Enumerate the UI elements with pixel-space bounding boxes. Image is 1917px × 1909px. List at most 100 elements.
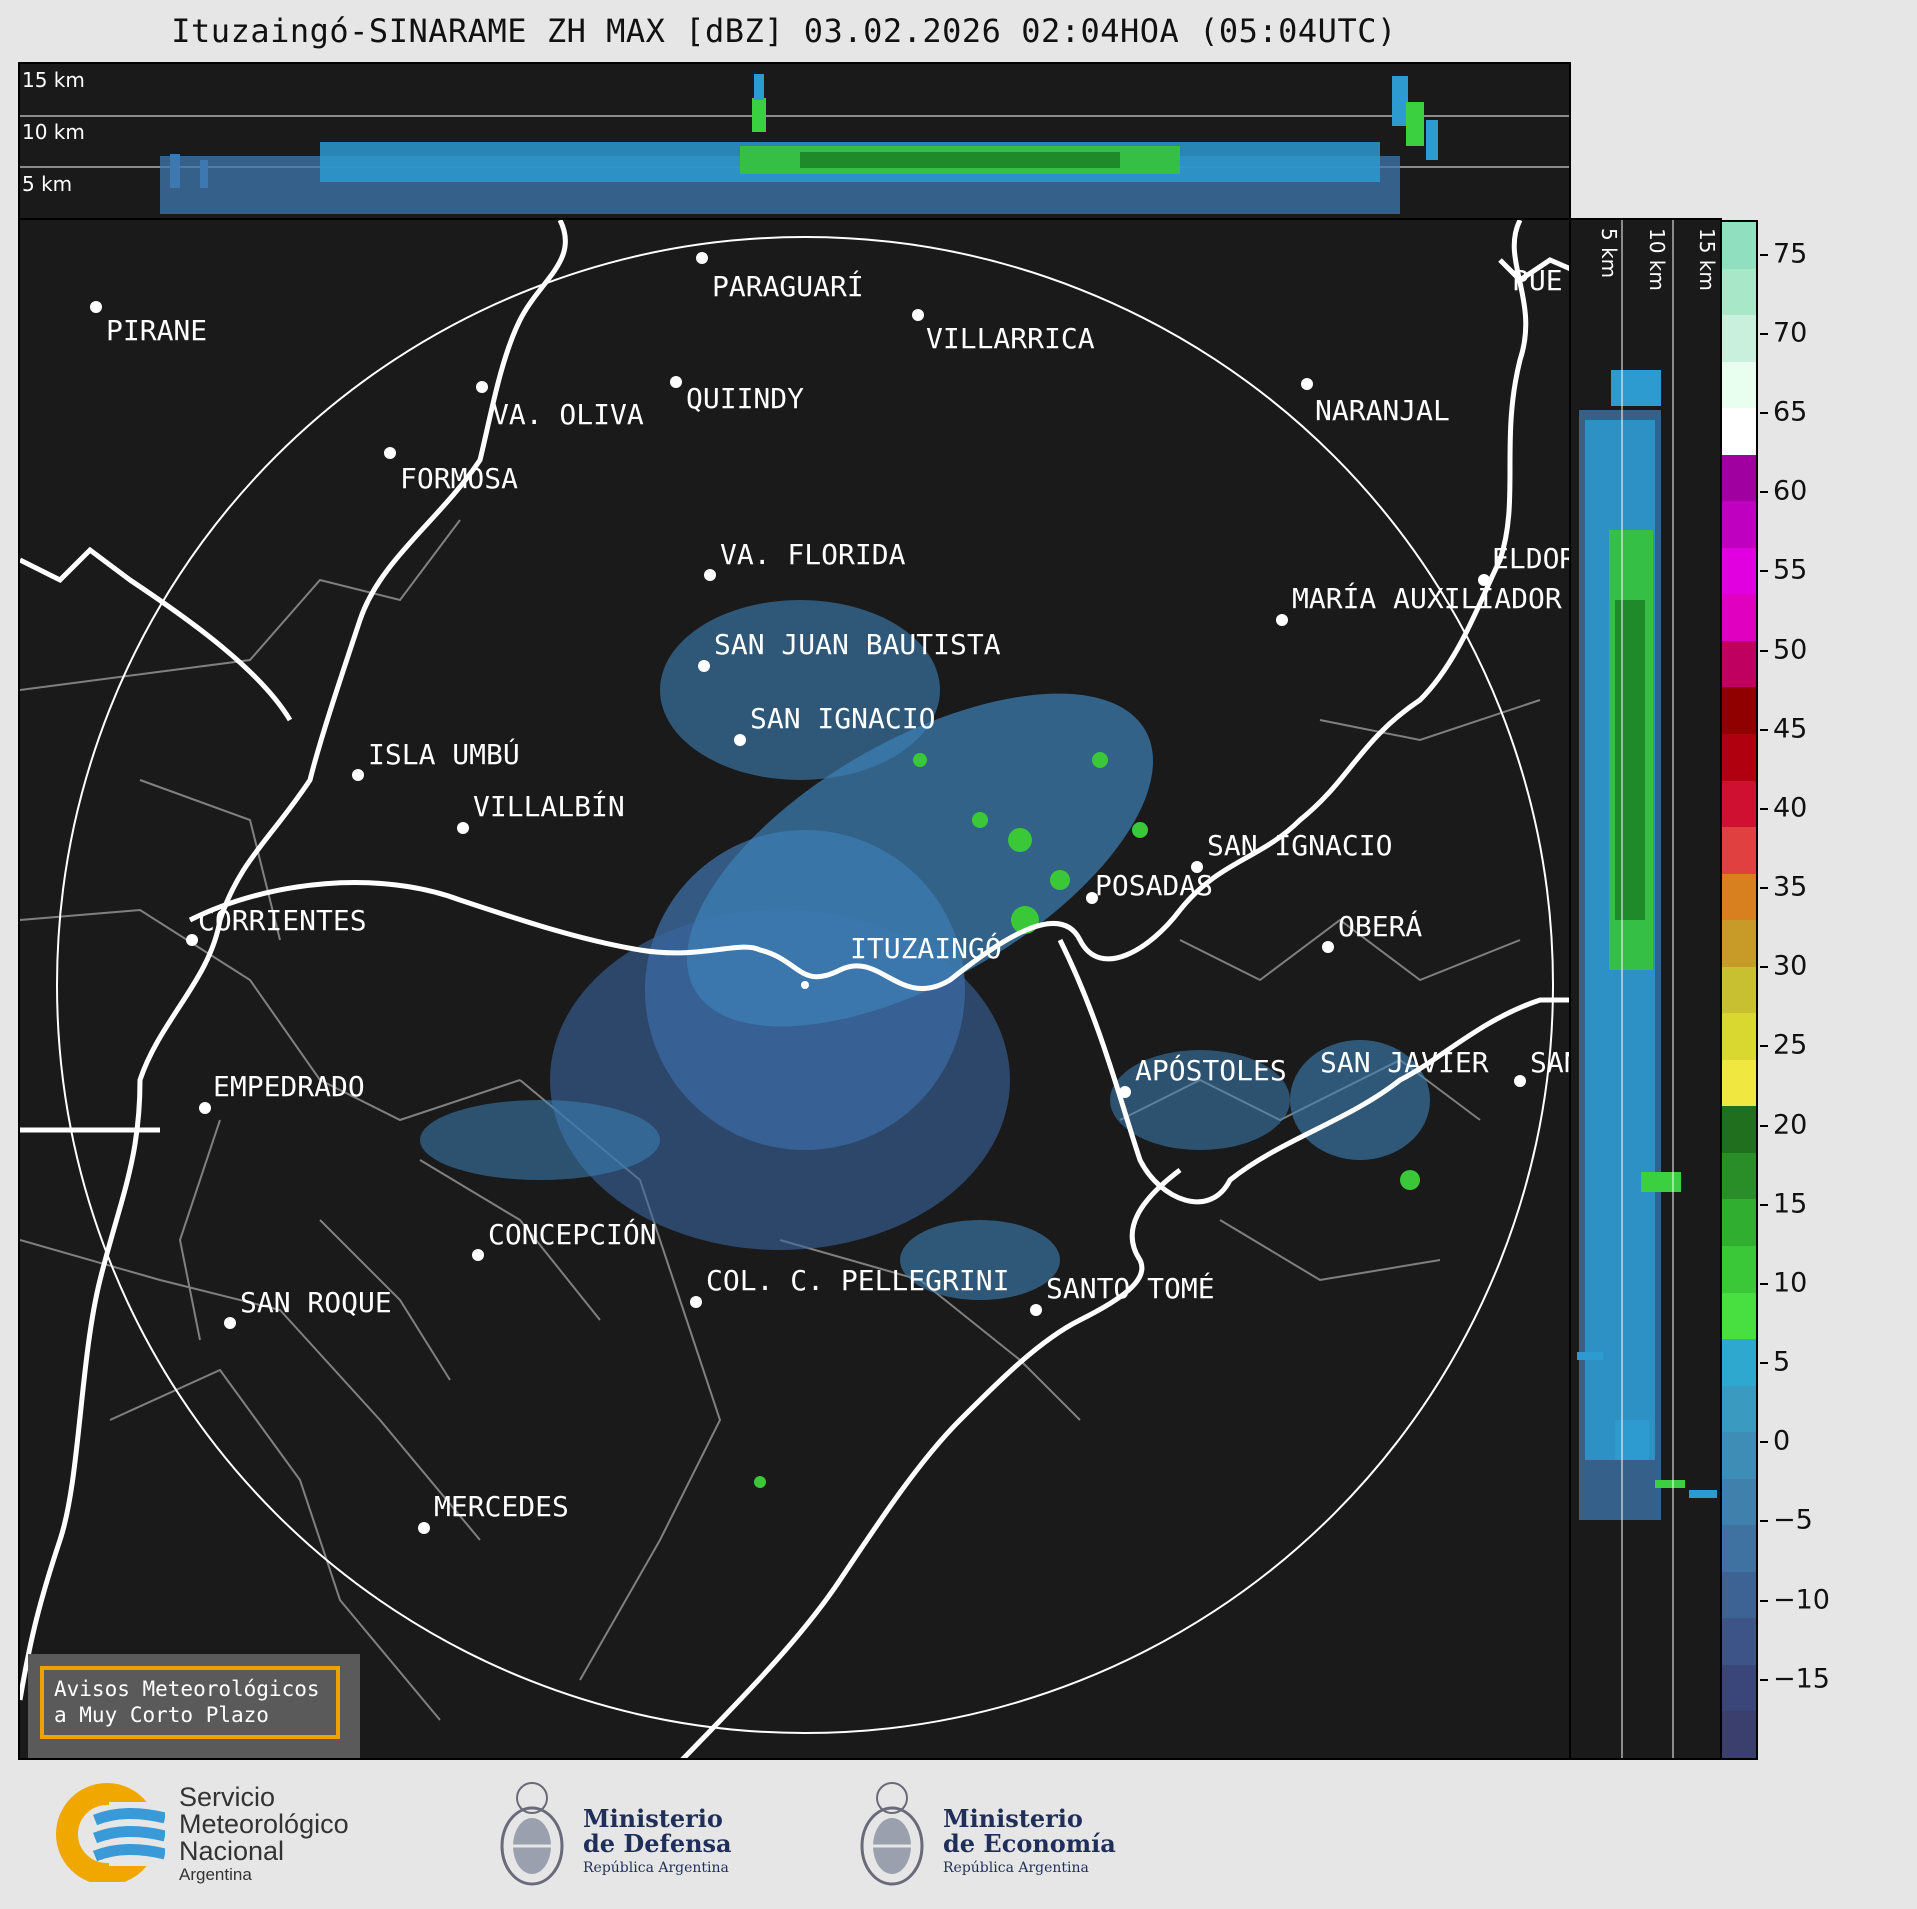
- colorbar-segment: [1722, 1012, 1756, 1060]
- economia-logo: Ministerio de Economía República Argenti…: [855, 1772, 1135, 1892]
- city-label: VA. FLORIDA: [720, 538, 906, 571]
- colorbar-tick-label: 75: [1773, 238, 1808, 270]
- colorbar-tick: [1760, 412, 1768, 415]
- colorbar-segment: [1722, 1431, 1756, 1479]
- colorbar-tick-label: 20: [1773, 1109, 1808, 1141]
- radar-echoes: [420, 600, 1430, 1488]
- top-cross-section-panel: 15 km 10 km 5 km: [18, 62, 1571, 220]
- smn-line-1: Servicio: [179, 1782, 276, 1812]
- city-label: POSADAS: [1095, 869, 1213, 902]
- colorbar-tick: [1760, 332, 1768, 335]
- colorbar-tick-label: −15: [1773, 1663, 1830, 1695]
- city-label: SAN ROQUE: [240, 1286, 392, 1319]
- city-label: CORRIENTES: [198, 904, 367, 937]
- colorbar-tick-label: 5: [1773, 1346, 1791, 1378]
- side-cross-section-panel: 5 km 10 km 15 km: [1569, 218, 1722, 1760]
- colorbar-tick: [1760, 728, 1768, 731]
- city-label: MERCEDES: [434, 1490, 569, 1523]
- colorbar-segment: [1722, 267, 1756, 316]
- city-label: ISLA UMBÚ: [368, 737, 520, 771]
- city-label: SAN IGNACIO: [1207, 829, 1392, 862]
- colorbar-segment: [1722, 1570, 1756, 1619]
- colorbar-tick-label: 15: [1773, 1188, 1808, 1220]
- city-label: SAN JUAN BAUTISTA: [714, 628, 1001, 661]
- smn-line-4: Argentina: [179, 1865, 252, 1884]
- smn-logo: Servicio Meteorológico Nacional Argentin…: [55, 1782, 395, 1892]
- colorbar-tick-label: 50: [1773, 634, 1808, 666]
- radar-map[interactable]: PARAGUARÍ VILLARRICA PIRANE VA. OLIVA QU…: [18, 218, 1571, 1760]
- city-label: SAN: [1530, 1046, 1571, 1079]
- city-label: OBERÁ: [1338, 909, 1422, 943]
- colorbar-segment: [1722, 872, 1756, 921]
- colorbar-segment: [1722, 407, 1756, 455]
- colorbar-segment: [1722, 1617, 1756, 1665]
- colorbar-segment: [1722, 1477, 1756, 1526]
- city-label: MARÍA AUXILIADOR: [1292, 581, 1562, 615]
- warning-line-2: a Muy Corto Plazo: [54, 1703, 269, 1727]
- colorbar-segment: [1722, 1384, 1756, 1433]
- colorbar-segment: [1722, 826, 1756, 874]
- side-height-label: 5 km: [1597, 228, 1621, 279]
- economia-line-3: República Argentina: [943, 1860, 1089, 1876]
- city-label: ITUZAINGÓ: [850, 931, 1002, 965]
- city-label: APÓSTOLES: [1135, 1053, 1287, 1087]
- colorbar-tick: [1760, 1678, 1768, 1681]
- coat-of-arms-icon: [500, 1782, 564, 1886]
- defensa-line-2: de Defensa: [583, 1829, 732, 1858]
- colorbar-segment: [1722, 1291, 1756, 1340]
- city-label: NARANJAL: [1315, 394, 1450, 427]
- colorbar-segment: [1722, 593, 1756, 641]
- colorbar-tick: [1760, 1441, 1768, 1444]
- city-label: PARAGUARÍ: [712, 269, 864, 303]
- colorbar-segment: [1722, 360, 1756, 409]
- colorbar-tick-label: 40: [1773, 792, 1808, 824]
- city-label: VILLALBÍN: [473, 789, 625, 823]
- colorbar-segment: [1722, 1198, 1756, 1246]
- colorbar-segment: [1722, 965, 1756, 1014]
- colorbar-tick: [1760, 1045, 1768, 1048]
- city-label: COL. C. PELLEGRINI: [706, 1264, 1009, 1297]
- city-label: ELDOR: [1492, 542, 1571, 575]
- colorbar-segment: [1722, 314, 1756, 362]
- city-label: PUE: [1512, 264, 1563, 297]
- colorbar-tick-label: 25: [1773, 1029, 1808, 1061]
- smn-line-3: Nacional: [179, 1836, 285, 1866]
- colorbar-tick: [1760, 1124, 1768, 1127]
- colorbar-tick: [1760, 253, 1768, 256]
- colorbar-tick: [1760, 1520, 1768, 1523]
- smn-emblem-icon: [56, 1783, 165, 1882]
- colorbar-segment: [1722, 222, 1756, 269]
- city-label: QUIINDY: [686, 382, 804, 415]
- colorbar-segment: [1722, 686, 1756, 734]
- colorbar-segment: [1722, 1151, 1756, 1200]
- warning-line-1: Avisos Meteorológicos: [54, 1677, 320, 1701]
- colorbar-tick-label: −10: [1773, 1584, 1830, 1616]
- city-label: SAN JAVIER: [1320, 1046, 1489, 1079]
- colorbar-segment: [1722, 1524, 1756, 1572]
- colorbar-segment: [1722, 500, 1756, 548]
- colorbar-tick: [1760, 1203, 1768, 1206]
- top-cross-section-echoes: [20, 74, 1569, 214]
- colorbar-segment: [1722, 453, 1756, 502]
- city-label: FORMOSA: [400, 462, 518, 495]
- city-labels: PARAGUARÍ VILLARRICA PIRANE VA. OLIVA QU…: [106, 264, 1571, 1523]
- colorbar-tick: [1760, 570, 1768, 573]
- colorbar-segment: [1722, 919, 1756, 967]
- colorbar-segment: [1722, 779, 1756, 828]
- warning-link-frame[interactable]: Avisos Meteorológicos a Muy Corto Plazo: [40, 1666, 340, 1739]
- warning-link-box[interactable]: Avisos Meteorológicos a Muy Corto Plazo: [28, 1654, 360, 1758]
- defensa-logo: Ministerio de Defensa República Argentin…: [495, 1772, 775, 1892]
- colorbar-tick: [1760, 966, 1768, 969]
- economia-line-2: de Economía: [943, 1829, 1116, 1858]
- colorbar-segment: [1722, 1245, 1756, 1293]
- city-label: EMPEDRADO: [213, 1070, 365, 1103]
- smn-line-2: Meteorológico: [179, 1809, 349, 1839]
- side-height-label: 15 km: [1695, 228, 1719, 291]
- city-label: VILLARRICA: [926, 322, 1095, 355]
- colorbar-segment: [1722, 1710, 1756, 1758]
- colorbar-segment: [1722, 1338, 1756, 1386]
- top-height-label: 10 km: [22, 120, 85, 144]
- top-height-label: 5 km: [22, 172, 73, 196]
- colorbar-tick: [1760, 807, 1768, 810]
- national-borders: [20, 220, 1569, 1758]
